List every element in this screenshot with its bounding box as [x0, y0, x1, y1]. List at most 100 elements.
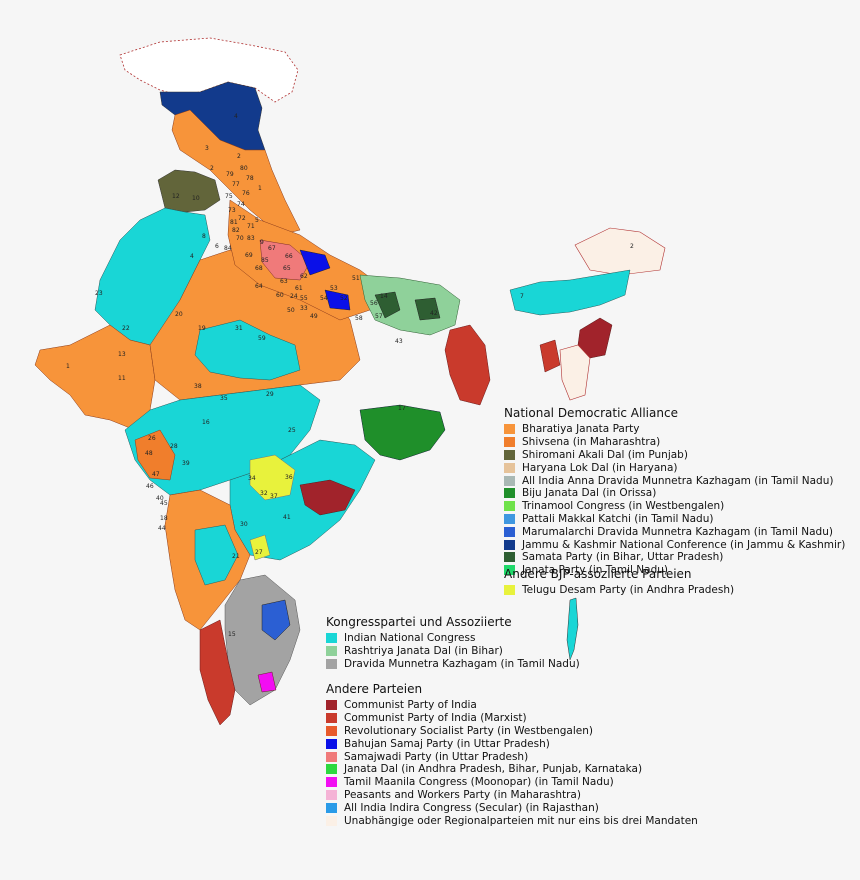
- legend-label: Communist Party of India (Marxist): [344, 712, 527, 725]
- legend-swatch: [326, 764, 337, 775]
- legend-item: Marumalarchi Dravida Munnetra Kazhagam (…: [504, 525, 845, 538]
- legend-item: All India Anna Dravida Munnetra Kazhagam…: [504, 474, 845, 487]
- legend-swatch: [326, 633, 337, 644]
- district-label: 74: [237, 201, 245, 208]
- district-label: 38: [194, 383, 202, 390]
- district-label: 18: [160, 515, 168, 522]
- legend-swatch: [504, 565, 515, 576]
- district-label: 2: [630, 243, 634, 250]
- legend-label: Shiromani Akali Dal (im Punjab): [522, 448, 688, 461]
- district-label: 60: [276, 292, 284, 299]
- district-label: 53: [330, 285, 338, 292]
- legend-item: Haryana Lok Dal (in Haryana): [504, 461, 845, 474]
- district-label: 6: [215, 243, 219, 250]
- legend-swatch: [504, 462, 515, 473]
- region-punjab-sad: [157, 169, 221, 213]
- legend-item: Communist Party of India: [326, 699, 698, 712]
- legend-swatch: [504, 475, 515, 486]
- district-label: 76: [242, 190, 250, 197]
- district-label: 19: [198, 325, 206, 332]
- region-maharashtra-shivsena: [134, 429, 176, 481]
- district-label: 58: [355, 315, 363, 322]
- district-label: 34: [248, 475, 256, 482]
- district-label: 81: [230, 219, 238, 226]
- legend-label: Rashtriya Janata Dal (in Bihar): [344, 645, 503, 658]
- legend-swatch: [326, 815, 337, 826]
- district-label: 46: [146, 483, 154, 490]
- district-label: 26: [148, 435, 156, 442]
- district-label: 35: [220, 395, 228, 402]
- legend-item: Shivsena (in Maharashtra): [504, 436, 845, 449]
- district-label: 1: [258, 185, 262, 192]
- district-label: 15: [228, 631, 236, 638]
- legend-title-bjp-associates: Andere BJP-assoziierte Parteien: [504, 567, 692, 581]
- legend-nda: National Democratic Alliance Bharatiya J…: [504, 406, 845, 577]
- legend-label: Telugu Desam Party (in Andhra Pradesh): [522, 584, 735, 597]
- legend-others: Andere Parteien Communist Party of India…: [326, 682, 698, 827]
- district-label: 51: [352, 275, 360, 282]
- legend-swatch: [326, 658, 337, 669]
- legend-label: Communist Party of India: [344, 699, 477, 712]
- district-label: 68: [255, 265, 263, 272]
- district-label: 42: [430, 310, 438, 317]
- legend-label: Unabhängige oder Regionalparteien mit nu…: [344, 814, 698, 827]
- district-label: 3: [205, 145, 209, 152]
- district-label: 33: [300, 305, 308, 312]
- legend-swatch: [504, 424, 515, 435]
- district-label: 29: [266, 391, 274, 398]
- legend-swatch: [504, 526, 515, 537]
- region-up-sp: [259, 239, 311, 281]
- legend-label: Marumalarchi Dravida Munnetra Kazhagam (…: [522, 525, 833, 538]
- district-label: 79: [226, 171, 234, 178]
- region-north-bjp: [171, 109, 301, 236]
- district-label: 67: [268, 245, 276, 252]
- district-label: 77: [232, 181, 240, 188]
- legend-swatch: [326, 713, 337, 724]
- legend-swatch: [504, 501, 515, 512]
- legend-label: Haryana Lok Dal (in Haryana): [522, 461, 678, 474]
- district-label: 14: [380, 293, 388, 300]
- legend-label: Pattali Makkal Katchi (in Tamil Nadu): [522, 512, 714, 525]
- legend-label: Bahujan Samaj Party (in Uttar Pradesh): [344, 737, 550, 750]
- district-label: 22: [122, 325, 130, 332]
- district-label: 4: [190, 253, 194, 260]
- district-label: 52: [340, 295, 348, 302]
- region-orissa-bjd: [359, 404, 446, 461]
- legend-label: Trinamool Congress (in Westbengalen): [522, 500, 725, 513]
- region-andaman-islands: [566, 597, 579, 661]
- legend-title-nda: National Democratic Alliance: [504, 406, 678, 420]
- legend-swatch: [504, 437, 515, 448]
- legend-label: Janata Party (in Tamil Nadu): [522, 564, 669, 577]
- legend-swatch: [504, 513, 515, 524]
- region-northeast-white: [574, 227, 666, 276]
- region-tripura-cpm: [539, 339, 561, 373]
- legend-item: Dravida Munnetra Kazhagam (in Tamil Nadu…: [326, 658, 580, 671]
- legend-item: Samajwadi Party (in Uttar Pradesh): [326, 750, 698, 763]
- legend-item: Trinamool Congress (in Westbengalen): [504, 500, 845, 513]
- district-label: 72: [238, 215, 246, 222]
- region-northeast-inc: [509, 269, 631, 316]
- district-label: 39: [182, 460, 190, 467]
- legend-label: Peasants and Workers Party (in Maharasht…: [344, 788, 581, 801]
- legend-item: Jammu & Kashmir National Conference (in …: [504, 538, 845, 551]
- district-label: 24: [290, 293, 298, 300]
- district-label: 2: [237, 153, 241, 160]
- region-northern-disputed: [119, 37, 299, 103]
- district-label: 83: [247, 235, 255, 242]
- region-andhra-cpi: [299, 479, 356, 516]
- legend-item: Unabhängige oder Regionalparteien mit nu…: [326, 814, 698, 827]
- district-label: 7: [520, 293, 524, 300]
- region-central-inc: [194, 319, 301, 381]
- district-label: 11: [118, 375, 126, 382]
- region-mizoram-white: [559, 344, 591, 401]
- legend-item: Bahujan Samaj Party (in Uttar Pradesh): [326, 737, 698, 750]
- district-label: 47: [152, 471, 160, 478]
- district-label: 63: [280, 278, 288, 285]
- district-label: 43: [395, 338, 403, 345]
- legend-swatch: [326, 700, 337, 711]
- district-label: 71: [247, 223, 255, 230]
- region-kerala-mixed: [199, 619, 236, 726]
- legend-swatch: [326, 646, 337, 657]
- legend-item: Communist Party of India (Marxist): [326, 712, 698, 725]
